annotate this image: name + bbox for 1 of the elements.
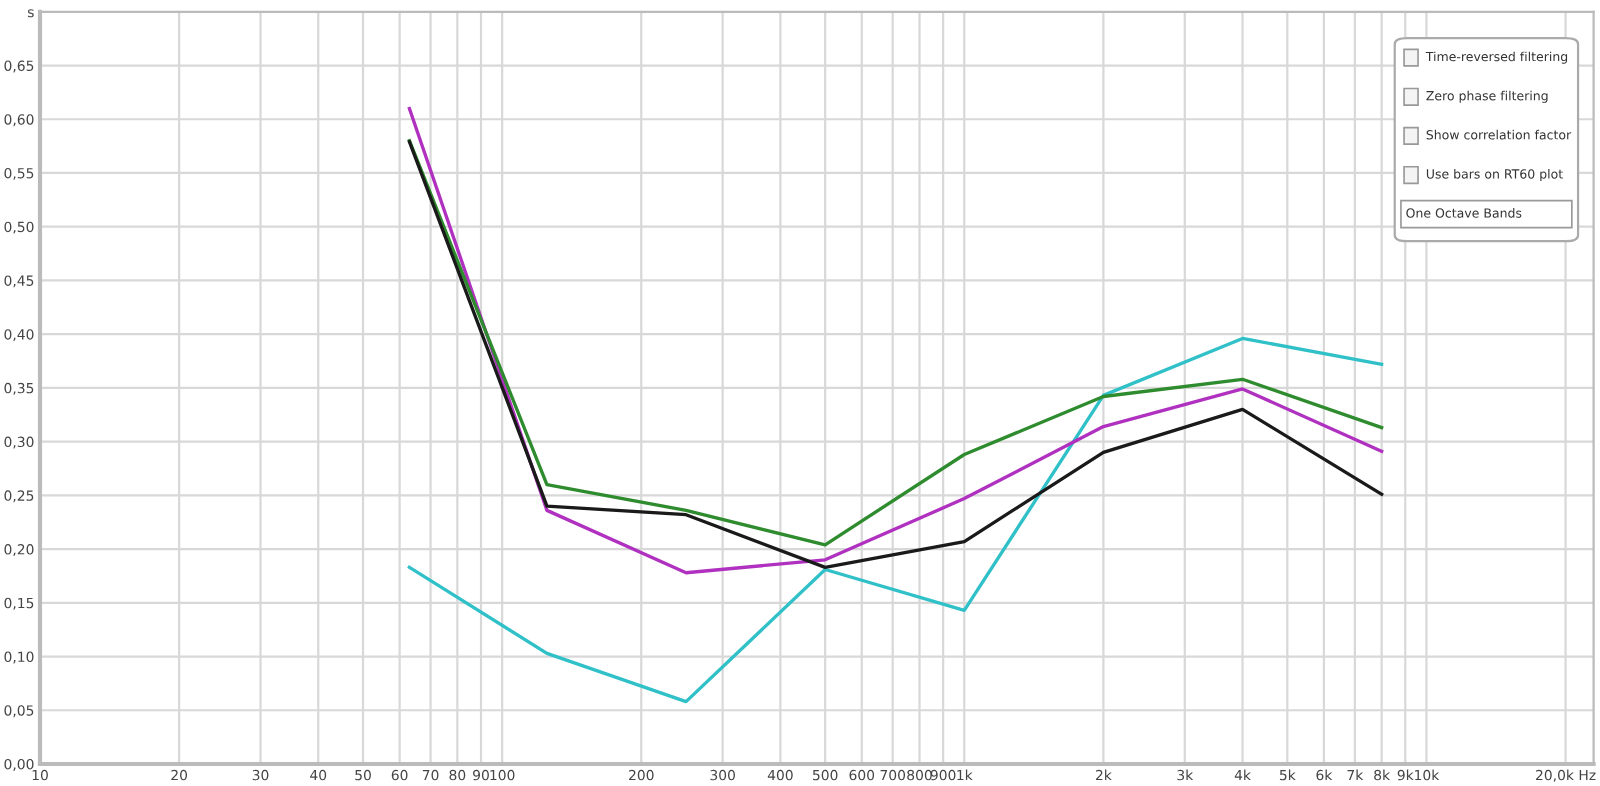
- line-series: [407, 336, 1384, 704]
